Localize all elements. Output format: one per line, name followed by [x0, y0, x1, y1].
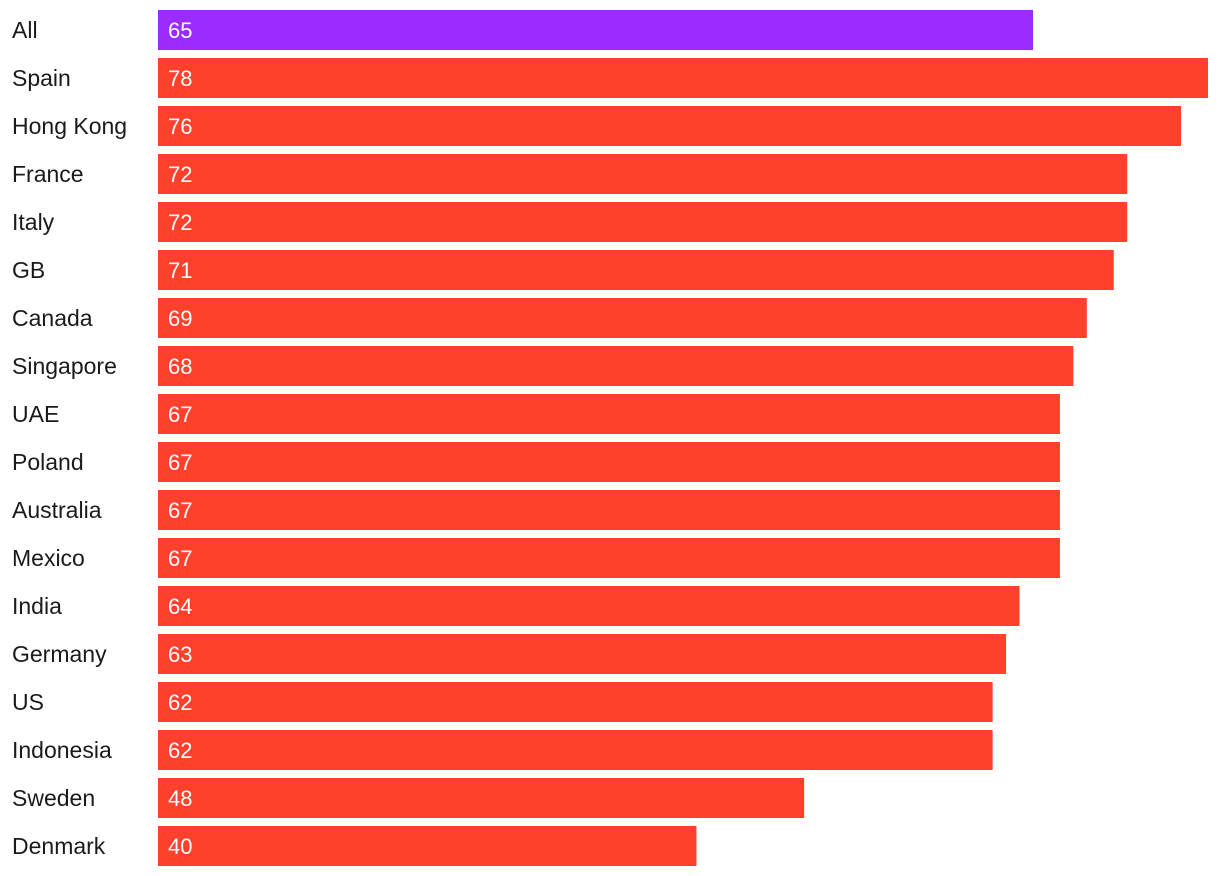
value-label-gb: 71: [168, 258, 192, 283]
category-label-australia: Australia: [12, 497, 102, 523]
bar-row-hong-kong: Hong Kong 76: [12, 106, 1182, 146]
value-label-sweden: 48: [168, 786, 192, 811]
category-label-hong-kong: Hong Kong: [12, 113, 127, 139]
bar-row-sweden: Sweden 48: [12, 778, 805, 818]
bar-row-gb: GB 71: [12, 250, 1114, 290]
bar-row-mexico: Mexico 67: [12, 538, 1060, 578]
category-label-spain: Spain: [12, 65, 71, 91]
category-label-all: All: [12, 17, 38, 43]
bar-row-india: India 64: [12, 586, 1020, 626]
value-label-poland: 67: [168, 450, 192, 475]
bar-row-canada: Canada 69: [12, 298, 1087, 338]
category-label-indonesia: Indonesia: [12, 737, 112, 763]
category-label-mexico: Mexico: [12, 545, 85, 571]
value-label-india: 64: [168, 594, 192, 619]
bar-row-singapore: Singapore 68: [12, 346, 1074, 386]
bar-row-uae: UAE 67: [12, 394, 1060, 434]
bar-row-indonesia: Indonesia 62: [12, 730, 993, 770]
bar-sweden: [158, 778, 805, 818]
bar-spain: [158, 58, 1208, 98]
bar-indonesia: [158, 730, 993, 770]
bar-us: [158, 682, 993, 722]
category-label-singapore: Singapore: [12, 353, 117, 379]
bar-canada: [158, 298, 1087, 338]
bar-all: [158, 10, 1033, 50]
bar-france: [158, 154, 1128, 194]
bar-gb: [158, 250, 1114, 290]
value-label-denmark: 40: [168, 834, 192, 859]
bar-germany: [158, 634, 1007, 674]
bar-poland: [158, 442, 1060, 482]
bar-denmark: [158, 826, 697, 866]
bar-hong-kong: [158, 106, 1182, 146]
value-label-uae: 67: [168, 402, 192, 427]
bar-singapore: [158, 346, 1074, 386]
bar-row-us: US 62: [12, 682, 993, 722]
bar-italy: [158, 202, 1128, 242]
category-label-poland: Poland: [12, 449, 84, 475]
value-label-canada: 69: [168, 306, 192, 331]
bar-india: [158, 586, 1020, 626]
bar-mexico: [158, 538, 1060, 578]
category-label-sweden: Sweden: [12, 785, 95, 811]
value-label-all: 65: [168, 18, 192, 43]
category-label-france: France: [12, 161, 84, 187]
category-label-uae: UAE: [12, 401, 59, 427]
category-label-gb: GB: [12, 257, 45, 283]
category-label-denmark: Denmark: [12, 833, 106, 859]
bar-row-australia: Australia 67: [12, 490, 1060, 530]
bar-row-spain: Spain 78: [12, 58, 1208, 98]
category-label-canada: Canada: [12, 305, 93, 331]
category-label-india: India: [12, 593, 62, 619]
bar-row-italy: Italy 72: [12, 202, 1128, 242]
value-label-france: 72: [168, 162, 192, 187]
bar-australia: [158, 490, 1060, 530]
value-label-germany: 63: [168, 642, 192, 667]
value-label-us: 62: [168, 690, 192, 715]
value-label-italy: 72: [168, 210, 192, 235]
value-label-spain: 78: [168, 66, 192, 91]
bar-row-denmark: Denmark 40: [12, 826, 697, 866]
value-label-australia: 67: [168, 498, 192, 523]
bar-row-all: All 65: [12, 10, 1033, 50]
bar-uae: [158, 394, 1060, 434]
category-label-germany: Germany: [12, 641, 107, 667]
category-label-italy: Italy: [12, 209, 55, 235]
bar-row-poland: Poland 67: [12, 442, 1060, 482]
bar-row-france: France 72: [12, 154, 1128, 194]
category-label-us: US: [12, 689, 44, 715]
value-label-indonesia: 62: [168, 738, 192, 763]
bar-row-germany: Germany 63: [12, 634, 1007, 674]
value-label-hong-kong: 76: [168, 114, 192, 139]
value-label-singapore: 68: [168, 354, 192, 379]
value-label-mexico: 67: [168, 546, 192, 571]
